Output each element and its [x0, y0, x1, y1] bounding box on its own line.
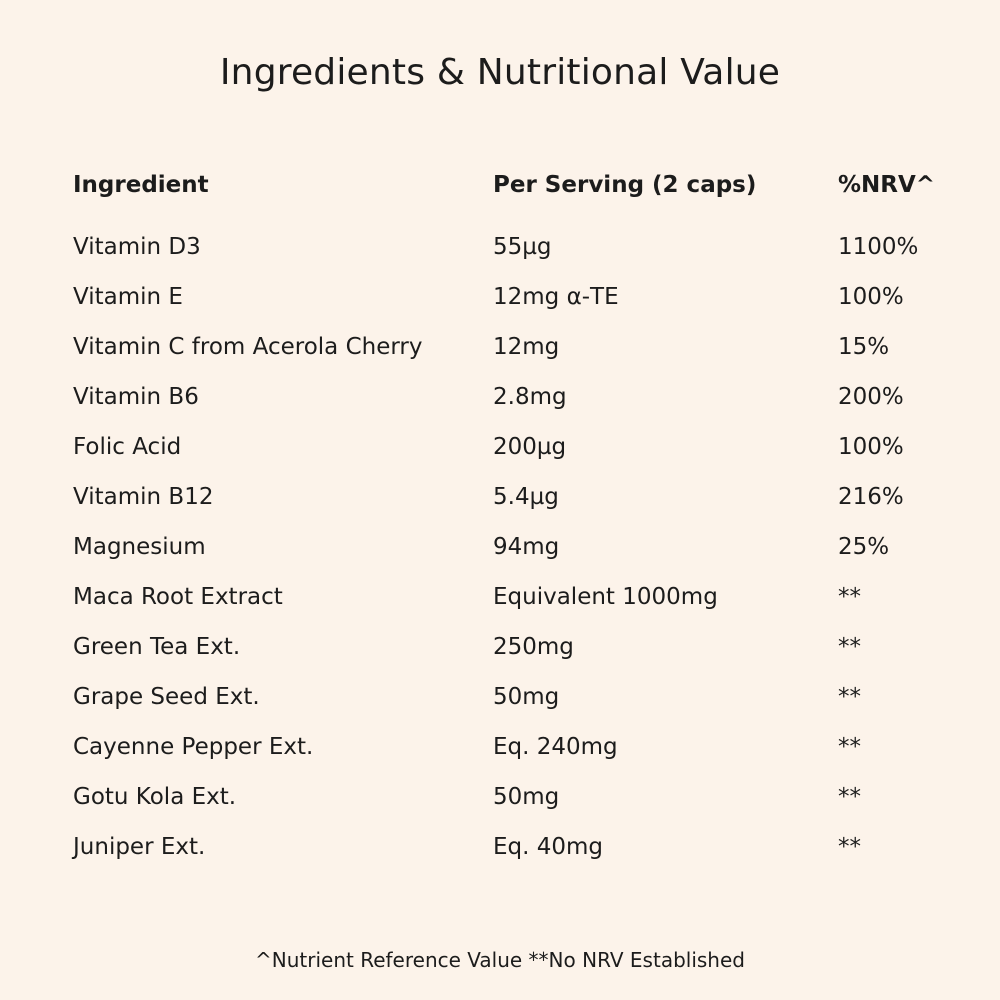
per-serving-cell: 250mg: [493, 634, 574, 660]
table-row: Folic Acid 200µg 100%: [73, 432, 953, 482]
nrv-cell: 200%: [838, 384, 904, 410]
nrv-cell: **: [838, 834, 861, 860]
table-header-row: Ingredient Per Serving (2 caps) %NRV^: [73, 170, 953, 232]
column-header-ingredient: Ingredient: [73, 172, 209, 198]
footnote: ^Nutrient Reference Value **No NRV Estab…: [255, 948, 745, 972]
per-serving-cell: 12mg α-TE: [493, 284, 619, 310]
table-row: Vitamin C from Acerola Cherry 12mg 15%: [73, 332, 953, 382]
ingredient-cell: Folic Acid: [73, 434, 182, 460]
nrv-cell: 100%: [838, 434, 904, 460]
ingredient-cell: Green Tea Ext.: [73, 634, 241, 660]
ingredient-cell: Grape Seed Ext.: [73, 684, 260, 710]
table-row: Gotu Kola Ext. 50mg **: [73, 782, 953, 832]
table-row: Vitamin E 12mg α-TE 100%: [73, 282, 953, 332]
ingredient-cell: Gotu Kola Ext.: [73, 784, 237, 810]
nrv-cell: 25%: [838, 534, 890, 560]
ingredient-cell: Juniper Ext.: [73, 834, 206, 860]
per-serving-cell: Equivalent 1000mg: [493, 584, 718, 610]
table-row: Juniper Ext. Eq. 40mg **: [73, 832, 953, 882]
ingredient-cell: Vitamin B6: [73, 384, 199, 410]
per-serving-cell: Eq. 40mg: [493, 834, 604, 860]
ingredient-cell: Magnesium: [73, 534, 206, 560]
per-serving-cell: 200µg: [493, 434, 567, 460]
nrv-cell: 216%: [838, 484, 904, 510]
nrv-cell: 15%: [838, 334, 890, 360]
table-row: Magnesium 94mg 25%: [73, 532, 953, 582]
table-row: Grape Seed Ext. 50mg **: [73, 682, 953, 732]
ingredient-cell: Vitamin D3: [73, 234, 201, 260]
nrv-cell: 100%: [838, 284, 904, 310]
ingredient-cell: Vitamin B12: [73, 484, 214, 510]
per-serving-cell: Eq. 240mg: [493, 734, 618, 760]
nrv-cell: **: [838, 734, 861, 760]
table-row: Vitamin D3 55µg 1100%: [73, 232, 953, 282]
nrv-cell: **: [838, 634, 861, 660]
nrv-cell: **: [838, 784, 861, 810]
ingredient-cell: Cayenne Pepper Ext.: [73, 734, 314, 760]
per-serving-cell: 55µg: [493, 234, 552, 260]
per-serving-cell: 50mg: [493, 684, 560, 710]
column-header-per-serving: Per Serving (2 caps): [493, 172, 757, 198]
table-row: Vitamin B12 5.4µg 216%: [73, 482, 953, 532]
nrv-cell: **: [838, 684, 861, 710]
nrv-cell: **: [838, 584, 861, 610]
ingredients-table: Ingredient Per Serving (2 caps) %NRV^ Vi…: [73, 170, 953, 882]
per-serving-cell: 2.8mg: [493, 384, 567, 410]
ingredient-cell: Vitamin E: [73, 284, 183, 310]
per-serving-cell: 5.4µg: [493, 484, 559, 510]
ingredient-cell: Maca Root Extract: [73, 584, 283, 610]
ingredient-cell: Vitamin C from Acerola Cherry: [73, 334, 423, 360]
column-header-nrv: %NRV^: [838, 172, 936, 198]
per-serving-cell: 12mg: [493, 334, 560, 360]
table-body: Vitamin D3 55µg 1100% Vitamin E 12mg α-TE 100…: [73, 232, 953, 882]
table-row: Green Tea Ext. 250mg **: [73, 632, 953, 682]
per-serving-cell: 94mg: [493, 534, 560, 560]
table-row: Cayenne Pepper Ext. Eq. 240mg **: [73, 732, 953, 782]
page-title: Ingredients & Nutritional Value: [219, 52, 781, 93]
nrv-cell: 1100%: [838, 234, 919, 260]
table-row: Maca Root Extract Equivalent 1000mg **: [73, 582, 953, 632]
table-row: Vitamin B6 2.8mg 200%: [73, 382, 953, 432]
per-serving-cell: 50mg: [493, 784, 560, 810]
